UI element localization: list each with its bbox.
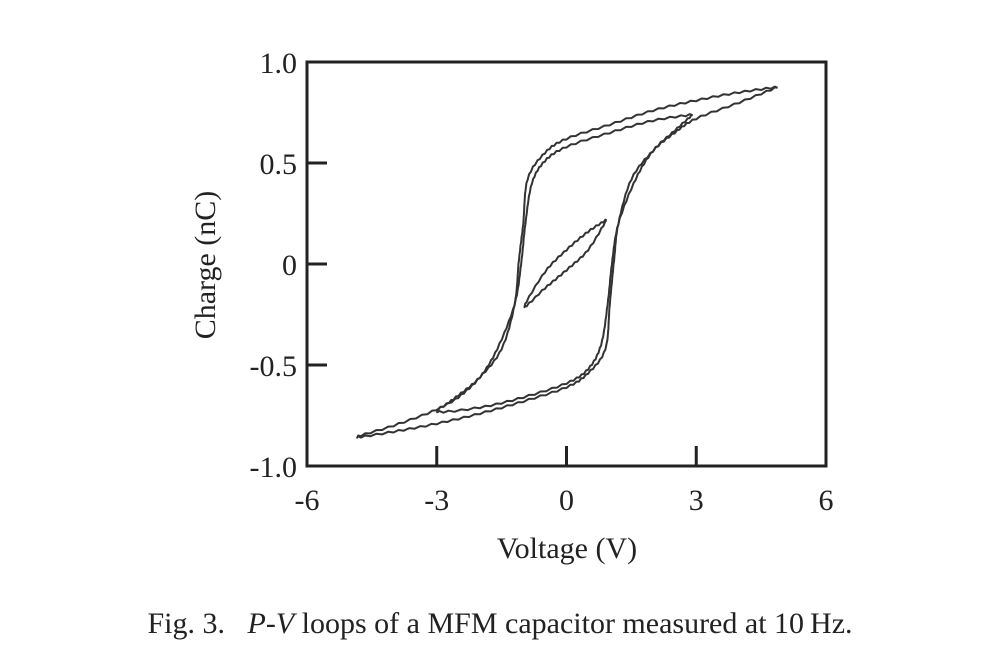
series-line-loop-5V <box>356 85 778 439</box>
y-tick-label: -1.0 <box>250 451 298 484</box>
caption-rest: loops of a MFM capacitor measured at 10 … <box>294 607 853 640</box>
y-tick-label: -0.5 <box>250 350 298 383</box>
caption-italic: P-V <box>247 607 295 640</box>
caption-prefix: Fig. 3. <box>147 607 226 640</box>
x-tick-label: 6 <box>819 484 834 517</box>
y-axis-label: Charge (nC) <box>189 191 222 340</box>
plot-frame <box>305 60 828 468</box>
figure-caption: Fig. 3. P-V loops of a MFM capacitor mea… <box>0 607 1000 641</box>
x-tick-label: 0 <box>559 484 574 517</box>
x-tick-label: 3 <box>689 484 704 517</box>
series-line-loop-3V <box>435 113 694 414</box>
x-tick-label: -6 <box>295 484 320 517</box>
ticks-layer: -6 -3 0 3 6 1.0 0.5 0 -0.5 -1.0 <box>250 47 834 517</box>
hysteresis-chart: -6 -3 0 3 6 1.0 0.5 0 -0.5 -1.0 Voltage (V) Charg… <box>189 47 834 565</box>
y-tick-label: 0 <box>282 249 297 282</box>
x-tick-label: -3 <box>424 484 449 517</box>
y-tick-label: 1.0 <box>260 47 298 80</box>
x-axis-label: Voltage (V) <box>497 532 637 565</box>
series-layer <box>356 85 778 439</box>
y-tick-label: 0.5 <box>260 148 298 181</box>
series-line-loop-1V <box>523 218 608 309</box>
